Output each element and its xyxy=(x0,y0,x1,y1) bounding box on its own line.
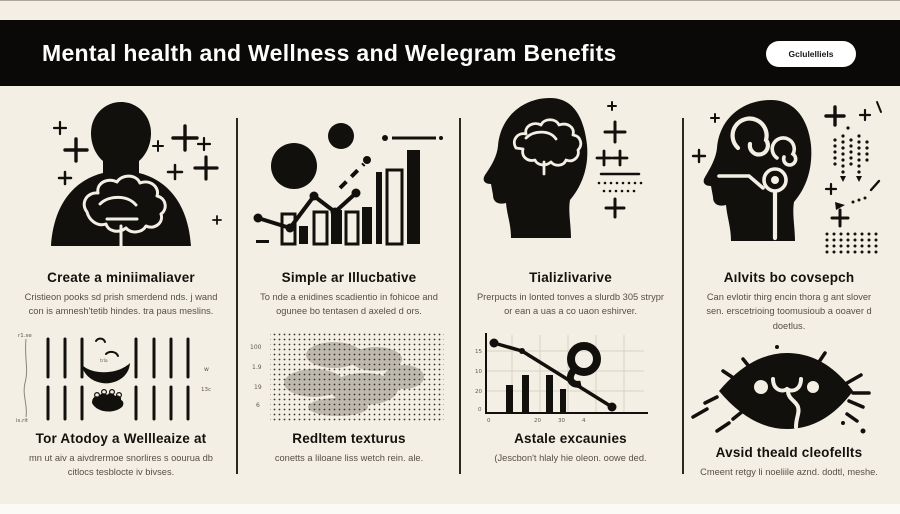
section-text: conetts a liloane liss wetch rein. ale. xyxy=(274,452,424,463)
bust-with-brain-icon xyxy=(8,86,234,264)
axis-label: 30 xyxy=(558,418,565,424)
section-text: Can evlotir thirg encin thora g ant slov… xyxy=(706,292,872,331)
section-heading: Tializlivarive xyxy=(529,270,612,285)
axis-label: 6 xyxy=(256,402,260,409)
section-heading: Tor Atodoy a Wellleaize at xyxy=(35,430,207,446)
halftone-texture-chart-icon: 100 1.9 19 6 xyxy=(242,327,456,425)
column-divider xyxy=(459,118,461,474)
column-divider xyxy=(236,118,238,474)
section-heading: Simple ar Illucbative xyxy=(281,270,417,285)
axis-label: 1.9 xyxy=(252,364,262,371)
bottom-edge-strip xyxy=(0,504,900,514)
page-title: Mental health and Wellness and Welegram … xyxy=(42,39,617,66)
section-heading: Create a miniimaliaver xyxy=(47,270,195,285)
column-divider xyxy=(682,118,684,474)
top-edge-line xyxy=(0,0,900,1)
axis-label: 0 xyxy=(478,407,482,413)
mini-label: r1.se xyxy=(18,333,32,339)
section-heading: Redltem texturus xyxy=(292,430,406,446)
axis-label: 100 xyxy=(250,344,262,351)
mini-label: 13c xyxy=(201,387,211,393)
section-heading: Aılvits bo covsepch xyxy=(723,270,855,285)
column-4: Aılvits bo covsepch Can evlotir thirg en… xyxy=(685,86,893,480)
mini-label: trla xyxy=(100,358,108,364)
header-pill-button[interactable]: Gclulelliels xyxy=(766,41,856,67)
header-bar: Mental health and Wellness and Welegram … xyxy=(0,20,900,86)
section-text: Prerpucts in lonted tonves a slurdb 305 … xyxy=(476,292,665,317)
head-profile-brain-icon xyxy=(462,86,679,264)
section-text: mn ut aiv a aivdrermoe snorlires s oouru… xyxy=(29,452,213,478)
section-text: Cristieon pooks sd prish smerdend nds. j… xyxy=(24,292,218,317)
rising-bar-line-chart-icon xyxy=(242,86,456,264)
axis-label: 0 xyxy=(487,418,491,424)
section-text: (Jescbon't hlaly hie oleon. oowe ded. xyxy=(494,452,647,463)
column-1: Create a miniimaliaver Cristieon pooks s… xyxy=(8,86,234,480)
column-2: Simple ar Illucbative To nde a enidines … xyxy=(242,86,456,465)
head-profile-spiral-thoughts-icon xyxy=(685,86,893,264)
section-heading: Astale excaunies xyxy=(514,430,627,446)
mini-label: is.rit xyxy=(16,418,29,424)
axis-label: 15 xyxy=(475,349,482,355)
axis-label: 20 xyxy=(475,389,482,395)
section-text: To nde a enidines scadientio in fohicoe … xyxy=(260,292,438,317)
axis-label: 19 xyxy=(254,384,262,391)
declining-line-bar-chart-icon: 15 10 20 0 0 20 30 4 xyxy=(462,327,679,425)
radiant-eye-icon xyxy=(685,341,893,439)
hammock-between-lines-icon: r1.se is.rit w 13c trla xyxy=(8,327,234,425)
axis-label: 10 xyxy=(475,369,482,375)
column-3: Tializlivarive Prerpucts in lonted tonve… xyxy=(462,86,679,465)
section-text: Cmeent retgy li noeliile aznd. dodtl, me… xyxy=(700,467,878,478)
mini-label: w xyxy=(204,366,209,373)
axis-label: 20 xyxy=(534,418,541,424)
axis-label: 4 xyxy=(582,418,586,424)
section-heading: Avsid theald cleofellts xyxy=(715,445,863,461)
